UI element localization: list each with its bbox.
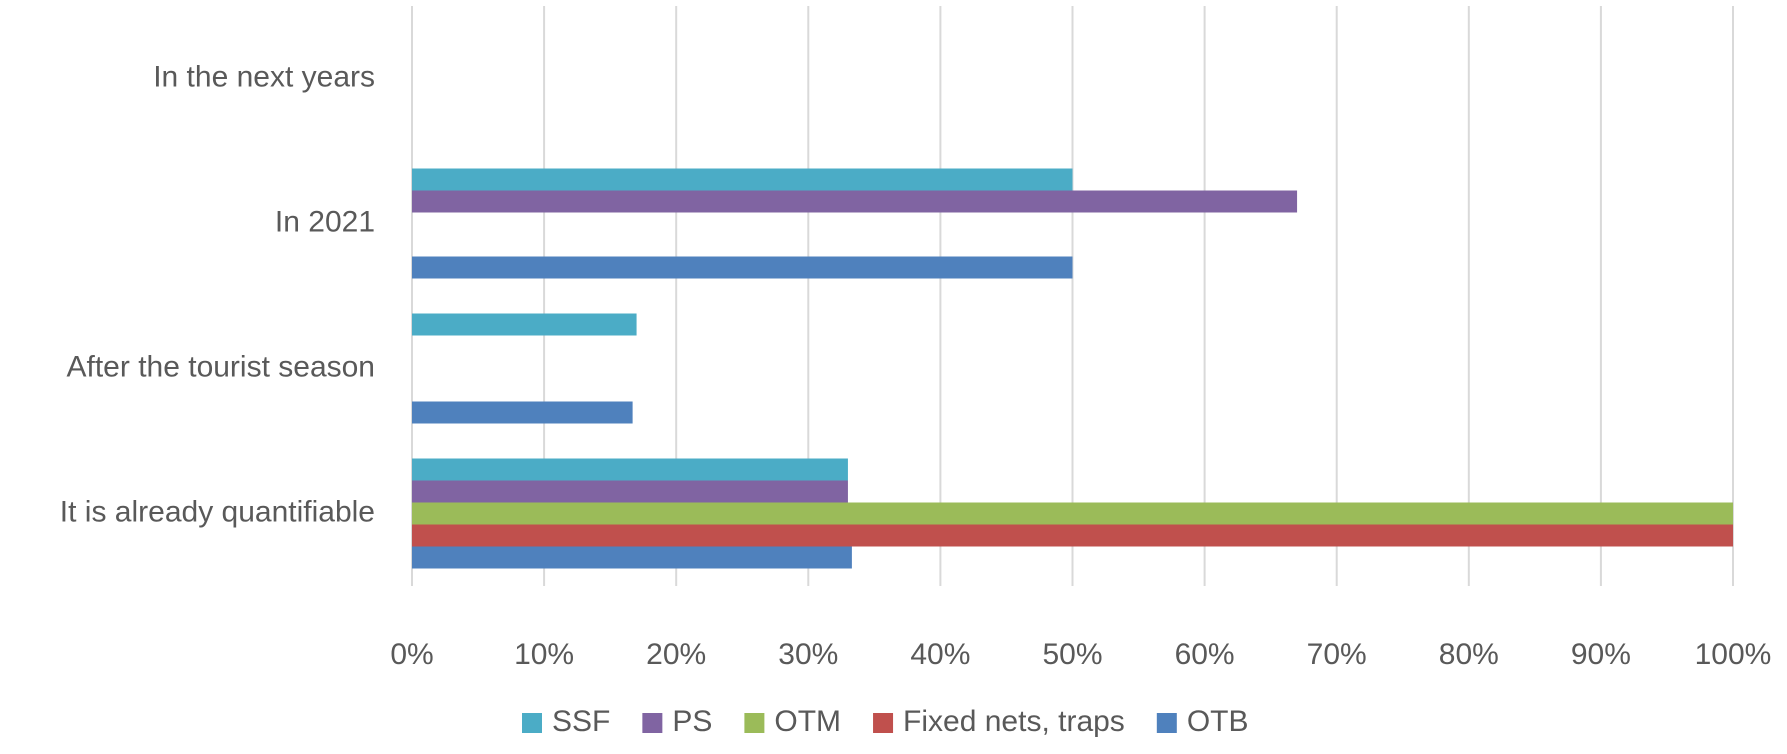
x-tick-label: 30% bbox=[778, 638, 838, 671]
y-tick-label: After the tourist season bbox=[67, 350, 376, 383]
bar bbox=[412, 314, 637, 336]
y-tick-label: In 2021 bbox=[275, 205, 375, 238]
bar bbox=[412, 481, 848, 503]
x-tick-label: 90% bbox=[1571, 638, 1631, 671]
legend-label: SSF bbox=[552, 705, 610, 738]
legend-label: OTM bbox=[774, 705, 841, 738]
bar bbox=[412, 459, 848, 481]
chart: 0% 10% 20% 30% 40% 50% 60% 70% 80% 90% 100% In the … bbox=[0, 0, 1787, 749]
bar bbox=[412, 169, 1073, 191]
x-tick-label: 10% bbox=[514, 638, 574, 671]
y-tick-label: In the next years bbox=[153, 60, 375, 93]
bar bbox=[412, 402, 633, 424]
x-tick-label: 40% bbox=[910, 638, 970, 671]
x-tick-label: 0% bbox=[390, 638, 433, 671]
legend-swatch bbox=[873, 713, 893, 733]
bar bbox=[412, 257, 1073, 279]
y-tick-label: It is already quantifiable bbox=[60, 495, 375, 528]
legend-swatch bbox=[744, 713, 764, 733]
legend-label: OTB bbox=[1187, 705, 1249, 738]
x-tick-label: 80% bbox=[1439, 638, 1499, 671]
legend-label: PS bbox=[672, 705, 712, 738]
legend-swatch bbox=[1157, 713, 1177, 733]
legend-label: Fixed nets, traps bbox=[903, 705, 1125, 738]
legend-swatch bbox=[642, 713, 662, 733]
bar bbox=[412, 503, 1733, 525]
bar bbox=[412, 191, 1297, 213]
x-tick-label: 70% bbox=[1307, 638, 1367, 671]
legend-swatch bbox=[522, 713, 542, 733]
x-tick-label: 60% bbox=[1175, 638, 1235, 671]
x-tick-label: 100% bbox=[1695, 638, 1772, 671]
bar bbox=[412, 547, 852, 569]
x-tick-label: 20% bbox=[646, 638, 706, 671]
bar bbox=[412, 525, 1733, 547]
x-tick-label: 50% bbox=[1042, 638, 1102, 671]
